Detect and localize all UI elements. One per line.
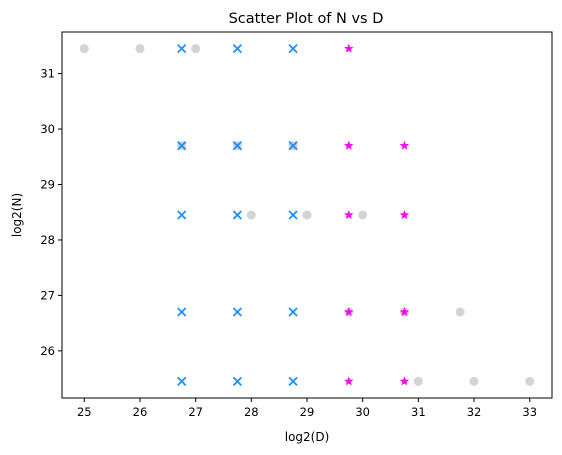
chart-title: Scatter Plot of N vs D [229, 11, 384, 27]
x-marker-point [288, 307, 298, 317]
x-axis-label: log2(D) [285, 430, 330, 444]
circle-point [525, 376, 535, 386]
x-tick-label: 28 [244, 405, 259, 419]
x-marker-point [288, 141, 298, 151]
x-marker-point [177, 307, 187, 317]
x-marker-point [232, 43, 243, 54]
circle-point [246, 210, 256, 220]
x-marker-point [232, 210, 243, 220]
star-point [344, 376, 354, 386]
x-marker-point [177, 210, 187, 220]
x-marker-point [177, 141, 187, 151]
circle-point [455, 307, 465, 317]
x-tick-label: 33 [522, 405, 537, 419]
x-marker-point [177, 43, 187, 54]
x-tick-label: 29 [300, 405, 315, 419]
x-tick-label: 30 [355, 405, 370, 419]
star-point [344, 307, 354, 317]
y-tick-label: 26 [40, 344, 55, 358]
x-axis-ticks: 25 26 27 28 29 30 31 32 33 [77, 398, 537, 419]
circle-point [191, 44, 201, 54]
plot-area [79, 43, 535, 387]
x-marker-point [232, 376, 243, 387]
star-point [344, 210, 354, 220]
circle-point [302, 210, 312, 220]
star-point [399, 376, 410, 386]
x-tick-label: 32 [467, 405, 482, 419]
circle-point [413, 376, 423, 386]
star-point [399, 210, 410, 220]
y-axis-ticks: 26 27 28 29 30 31 [40, 67, 62, 358]
x-marker-point [288, 210, 298, 220]
star-point [399, 140, 410, 150]
star-point [399, 307, 410, 317]
circle-point [358, 210, 368, 220]
y-axis-label: log2(N) [10, 193, 24, 237]
x-tick-label: 25 [77, 405, 92, 419]
star-point [344, 43, 354, 53]
y-tick-label: 31 [40, 67, 55, 81]
x-tick-label: 27 [188, 405, 203, 419]
y-tick-label: 29 [40, 178, 55, 192]
star-point [344, 140, 354, 150]
circle-point [135, 44, 145, 54]
circle-point [469, 376, 479, 386]
x-marker-point [288, 43, 298, 54]
circle-point [79, 44, 89, 54]
x-marker-point [177, 376, 187, 387]
y-tick-label: 27 [40, 288, 55, 302]
x-marker-point [232, 141, 243, 151]
x-marker-point [288, 376, 298, 387]
y-tick-label: 28 [40, 233, 55, 247]
x-tick-label: 26 [133, 405, 148, 419]
x-tick-label: 31 [411, 405, 426, 419]
y-tick-label: 30 [40, 122, 55, 136]
x-marker-point [232, 307, 243, 317]
